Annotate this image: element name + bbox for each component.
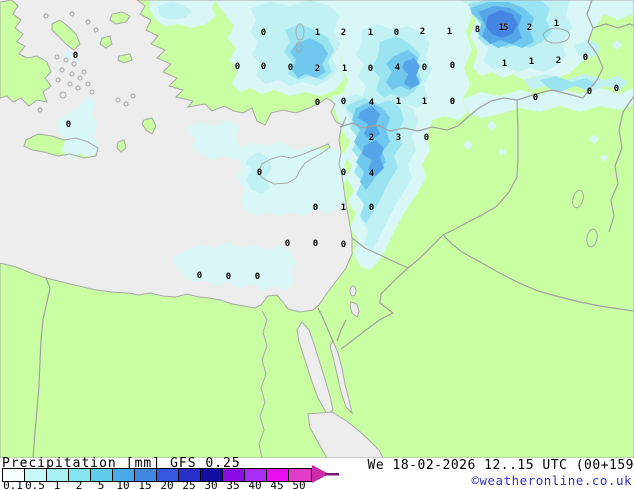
map-canvas bbox=[0, 0, 634, 458]
legend-tick-label: 1 bbox=[53, 479, 61, 490]
legend-tick-label: 40 bbox=[248, 479, 262, 490]
legend-title-text: Precipitation bbox=[2, 456, 117, 471]
legend-tick-label: 30 bbox=[204, 479, 218, 490]
small-islands bbox=[37, 11, 136, 113]
legend-color-segment bbox=[223, 469, 245, 481]
legend-color-segment bbox=[25, 469, 47, 481]
legend-color-segment bbox=[157, 469, 179, 481]
legend-color-segment bbox=[3, 469, 25, 481]
legend-tick-label: 15 bbox=[138, 479, 152, 490]
legend-tick-label: 2 bbox=[75, 479, 83, 490]
legend-colorbar bbox=[2, 468, 312, 482]
precipitation-map: 0 1 2 1 0 2 1 8 15 2 1 0 0 0 0 2 1 0 4 0 0 1 1 2 0 0 0 4 1 1 0 0 0 0 0 2 3 0 0… bbox=[0, 0, 634, 458]
legend-color-segment bbox=[69, 469, 91, 481]
legend-color-segment bbox=[113, 469, 135, 481]
country-borders bbox=[32, 0, 634, 458]
legend-tick-label: 0.5 bbox=[25, 479, 45, 490]
legend-color-segment bbox=[267, 469, 289, 481]
legend-color-segment bbox=[135, 469, 157, 481]
legend-tick-label: 25 bbox=[182, 479, 196, 490]
legend-model: GFS 0.25 bbox=[170, 456, 241, 471]
legend-color-segment bbox=[179, 469, 201, 481]
copyright-link[interactable]: ©weatheronline.co.uk bbox=[471, 473, 632, 488]
forecast-datetime: We 18-02-2026 12..15 UTC (00+159 bbox=[367, 458, 634, 473]
precip-level-10 bbox=[486, 10, 518, 38]
legend-colorbar-segments bbox=[3, 469, 311, 481]
legend-tick-labels: 0.1 0.5 1 2 5 10 15 20 25 30 35 40 45 50 bbox=[0, 479, 360, 490]
legend-color-segment bbox=[91, 469, 113, 481]
legend-arrow-icon bbox=[312, 465, 339, 483]
legend-tick-label: 20 bbox=[160, 479, 174, 490]
legend-tick-label: 0.1 bbox=[3, 479, 23, 490]
legend-tick-label: 45 bbox=[270, 479, 284, 490]
legend-color-segment bbox=[47, 469, 69, 481]
legend-tick-label: 5 bbox=[97, 479, 105, 490]
legend-tick-label: 35 bbox=[226, 479, 240, 490]
legend-unit: [mm] bbox=[125, 456, 162, 471]
legend-tick-label: 10 bbox=[116, 479, 130, 490]
legend-color-segment bbox=[201, 469, 223, 481]
legend-tick-label: 50 bbox=[292, 479, 306, 490]
legend-title: Precipitation [mm] GFS 0.25 bbox=[2, 456, 250, 471]
legend-color-segment bbox=[245, 469, 267, 481]
red-sea-gulfs bbox=[296, 321, 384, 458]
lakes bbox=[295, 23, 598, 318]
legend-footer: Precipitation [mm] GFS 0.25 0.1 0.5 1 2 5 10 15 2… bbox=[0, 456, 634, 490]
legend-color-segment bbox=[289, 469, 311, 481]
nile-river bbox=[258, 310, 268, 458]
